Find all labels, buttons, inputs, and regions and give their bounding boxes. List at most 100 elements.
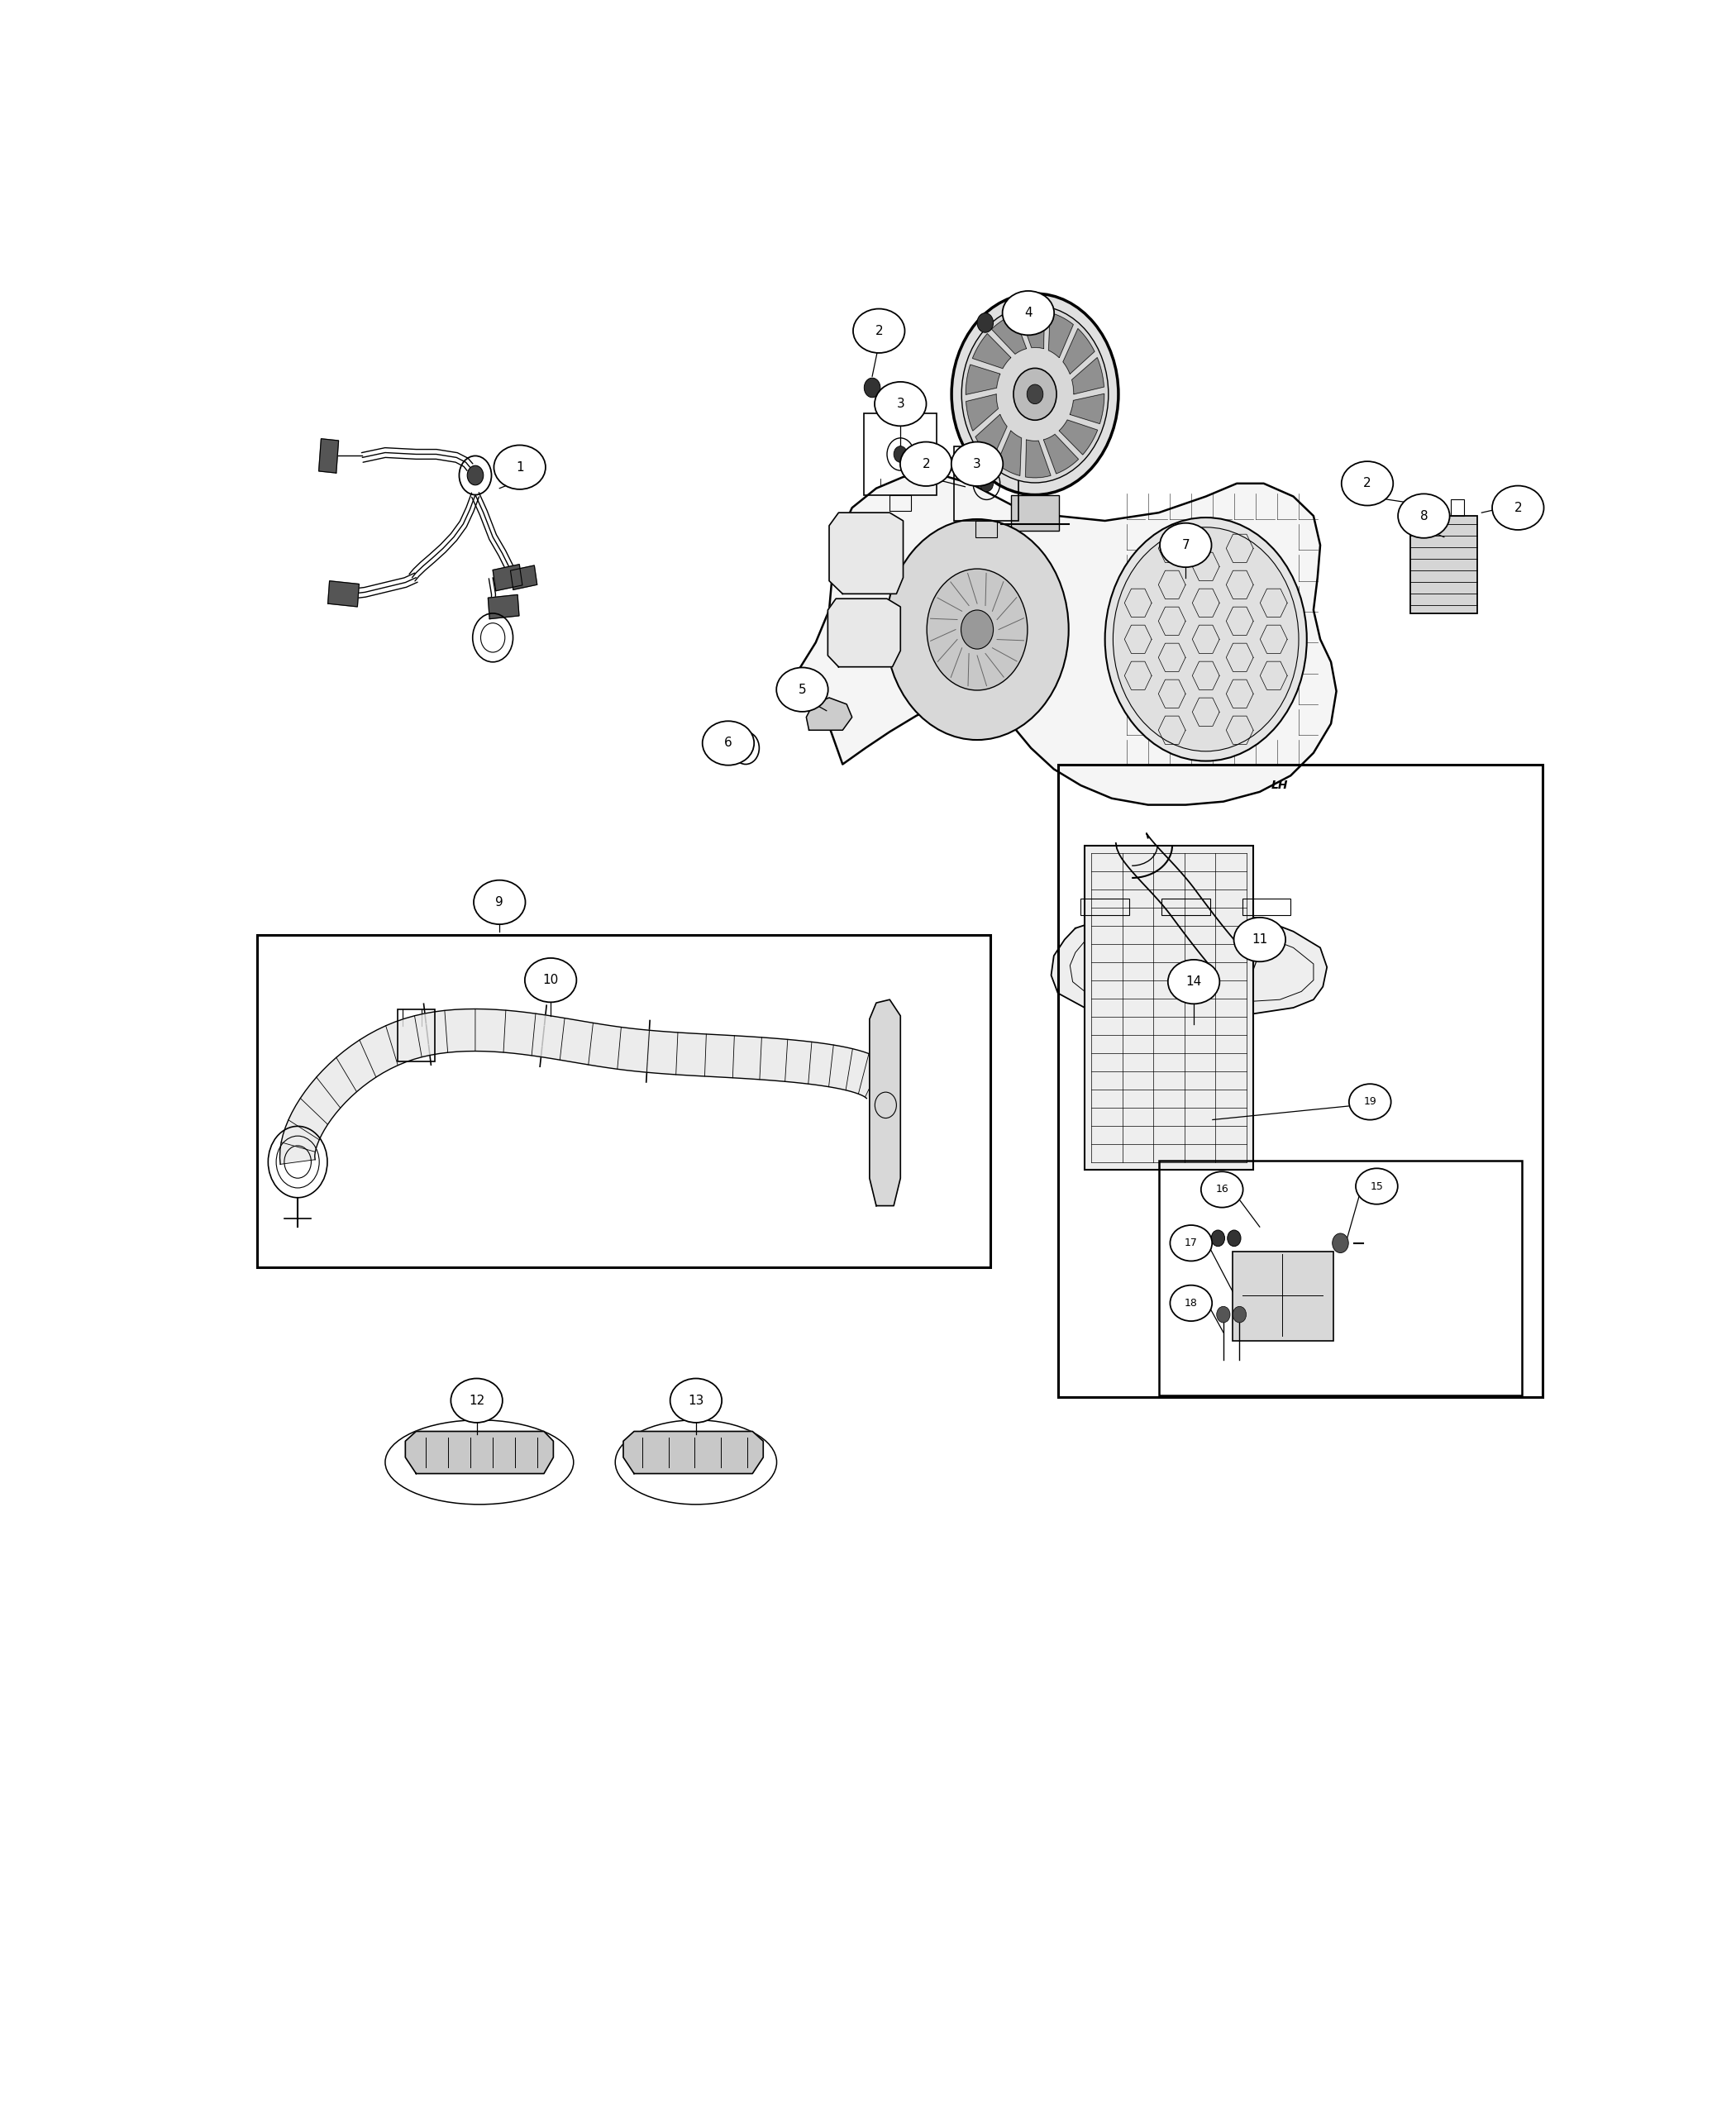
Circle shape [885, 519, 1069, 740]
Circle shape [927, 569, 1028, 689]
Text: 19: 19 [1363, 1096, 1377, 1107]
Text: 9: 9 [495, 896, 503, 909]
Ellipse shape [1349, 1084, 1391, 1119]
Circle shape [894, 447, 908, 462]
Polygon shape [972, 333, 1010, 369]
Text: 15: 15 [1370, 1180, 1384, 1191]
Text: 1: 1 [516, 462, 524, 474]
Text: 4: 4 [1024, 308, 1033, 318]
Bar [976, 521, 996, 538]
Polygon shape [795, 474, 1337, 805]
Bar [1160, 1159, 1522, 1395]
Circle shape [467, 466, 483, 485]
Polygon shape [488, 594, 519, 620]
Text: 5: 5 [799, 683, 806, 696]
Polygon shape [1071, 358, 1104, 394]
Bar [1233, 1252, 1333, 1341]
Ellipse shape [1356, 1168, 1397, 1204]
Circle shape [1227, 1231, 1241, 1246]
Ellipse shape [875, 382, 927, 426]
Ellipse shape [1002, 291, 1054, 335]
Bar [1085, 845, 1253, 1170]
Circle shape [979, 474, 993, 491]
Text: 10: 10 [543, 974, 559, 987]
Text: 7: 7 [1182, 540, 1189, 552]
Ellipse shape [1201, 1172, 1243, 1208]
Ellipse shape [1160, 523, 1212, 567]
Circle shape [962, 306, 1108, 483]
Polygon shape [623, 1431, 764, 1473]
Text: 2: 2 [1363, 476, 1371, 489]
Circle shape [1028, 384, 1043, 405]
Polygon shape [493, 565, 523, 590]
Bar [1410, 516, 1477, 613]
Bar [1451, 500, 1463, 516]
Text: 8: 8 [1420, 510, 1427, 523]
Polygon shape [828, 599, 901, 666]
Text: 17: 17 [1184, 1237, 1198, 1248]
Polygon shape [996, 430, 1021, 476]
Ellipse shape [1168, 959, 1220, 1003]
Polygon shape [1069, 394, 1104, 424]
Polygon shape [328, 582, 359, 607]
Polygon shape [806, 698, 852, 729]
Circle shape [1332, 1233, 1349, 1252]
Polygon shape [1026, 441, 1050, 479]
Ellipse shape [951, 443, 1003, 487]
Ellipse shape [852, 308, 904, 352]
Ellipse shape [493, 445, 545, 489]
Polygon shape [830, 512, 903, 594]
Circle shape [1106, 519, 1307, 761]
Bar [1243, 898, 1290, 915]
Text: 11: 11 [1252, 934, 1267, 946]
Polygon shape [1062, 329, 1094, 373]
Text: 13: 13 [687, 1393, 705, 1406]
Ellipse shape [670, 1379, 722, 1423]
Circle shape [1113, 527, 1299, 750]
Ellipse shape [703, 721, 753, 765]
Ellipse shape [524, 957, 576, 1001]
Text: 3: 3 [974, 457, 981, 470]
Circle shape [740, 740, 752, 757]
Ellipse shape [1170, 1286, 1212, 1322]
Polygon shape [965, 394, 998, 430]
Circle shape [977, 312, 993, 333]
Polygon shape [1019, 310, 1045, 348]
Text: 12: 12 [469, 1393, 484, 1406]
Text: 16: 16 [1215, 1185, 1229, 1195]
Bar [1057, 765, 1542, 1398]
Text: 18: 18 [1184, 1299, 1198, 1309]
Bar [1161, 898, 1210, 915]
Bar [865, 413, 937, 495]
Bar [398, 1010, 436, 1060]
Ellipse shape [901, 443, 951, 487]
Polygon shape [991, 314, 1026, 354]
Text: 2: 2 [875, 325, 884, 337]
Circle shape [1212, 1231, 1224, 1246]
Polygon shape [1043, 434, 1078, 474]
Bar [257, 934, 991, 1267]
Text: 6: 6 [724, 738, 733, 748]
Bar [889, 495, 911, 510]
Polygon shape [406, 1431, 554, 1473]
Bar [1010, 495, 1059, 531]
Ellipse shape [776, 668, 828, 713]
Polygon shape [1050, 911, 1326, 1018]
Ellipse shape [1170, 1225, 1212, 1261]
Circle shape [962, 609, 993, 649]
Ellipse shape [1397, 493, 1450, 538]
Circle shape [1410, 504, 1427, 523]
Circle shape [1217, 1307, 1231, 1322]
Polygon shape [1059, 419, 1097, 455]
Circle shape [951, 293, 1118, 495]
Ellipse shape [451, 1379, 502, 1423]
Polygon shape [976, 415, 1007, 460]
Polygon shape [1049, 312, 1073, 358]
Circle shape [1014, 369, 1057, 419]
Bar [955, 447, 1019, 521]
Polygon shape [319, 438, 339, 472]
Polygon shape [279, 1010, 885, 1164]
Circle shape [1233, 1307, 1246, 1322]
Text: 14: 14 [1186, 976, 1201, 989]
Circle shape [865, 377, 880, 398]
